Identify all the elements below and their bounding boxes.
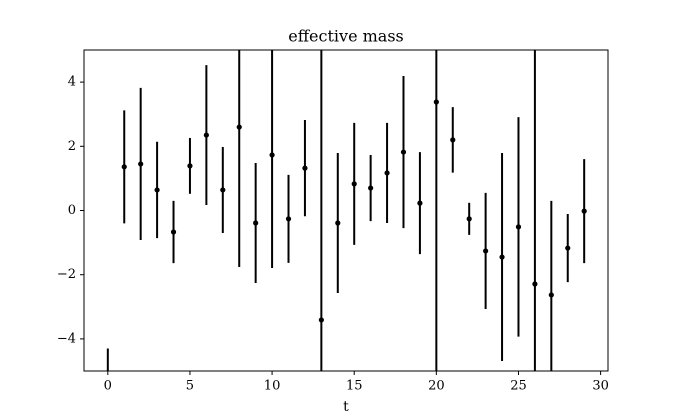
data-point xyxy=(138,161,144,167)
x-tick-label: 0 xyxy=(104,379,112,394)
data-point xyxy=(515,224,522,230)
x-tick-label: 30 xyxy=(592,379,609,394)
data-point xyxy=(351,181,357,187)
data-point xyxy=(318,317,324,323)
data-point xyxy=(384,170,390,176)
data-point xyxy=(253,220,259,226)
data-point xyxy=(220,187,226,193)
data-point xyxy=(581,208,587,214)
data-point xyxy=(203,132,209,138)
y-tick-label: 4 xyxy=(68,75,76,90)
data-point xyxy=(450,137,456,143)
data-point xyxy=(285,216,292,222)
plot-area xyxy=(106,50,587,371)
chart-title: effective mass xyxy=(288,27,404,46)
data-point xyxy=(335,220,341,226)
data-point xyxy=(121,164,127,170)
data-point xyxy=(483,248,489,254)
axes-frame xyxy=(83,49,609,372)
x-tick-label: 5 xyxy=(186,379,194,394)
x-tick-label: 25 xyxy=(510,379,527,394)
data-point xyxy=(499,254,505,260)
y-tick-label: 0 xyxy=(68,203,76,218)
data-point xyxy=(417,200,423,206)
data-point xyxy=(154,187,160,193)
data-point xyxy=(302,165,308,171)
x-tick-label: 15 xyxy=(346,379,363,394)
data-point xyxy=(466,216,472,222)
x-tick-label: 10 xyxy=(264,379,281,394)
y-tick-label: 2 xyxy=(68,139,76,154)
data-point xyxy=(187,163,193,169)
data-point xyxy=(170,229,177,235)
y-tick-label: −2 xyxy=(57,267,76,282)
data-point xyxy=(269,152,275,158)
data-point xyxy=(368,185,374,191)
data-point xyxy=(548,292,554,298)
y-tick-label: −4 xyxy=(57,331,76,346)
data-point xyxy=(565,245,571,251)
x-tick-label: 20 xyxy=(428,379,445,394)
data-point xyxy=(236,124,242,130)
data-point xyxy=(433,99,439,105)
data-point xyxy=(532,281,538,287)
x-axis-label: t xyxy=(343,399,349,415)
data-point xyxy=(400,149,407,155)
